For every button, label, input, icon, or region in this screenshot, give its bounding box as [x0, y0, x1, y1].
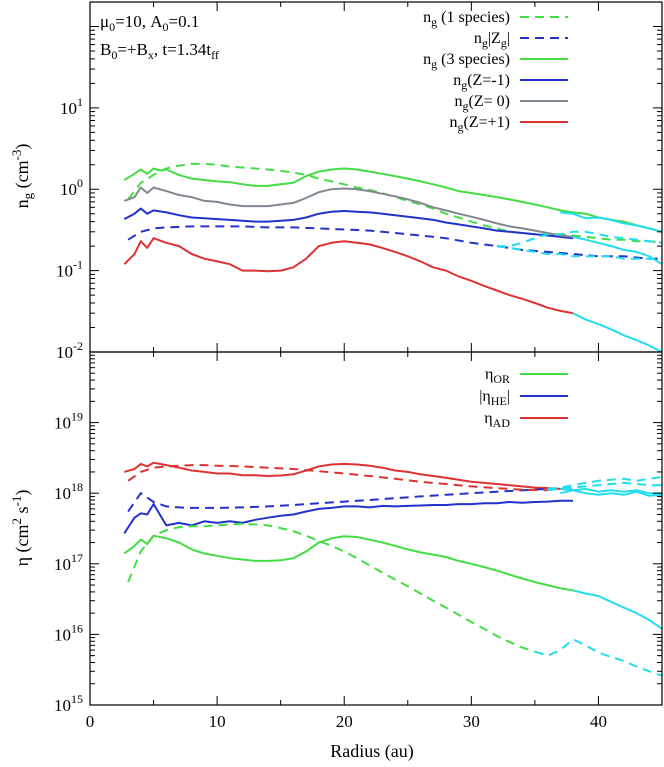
- series-line--or-1-species-extension: [534, 638, 662, 677]
- y-tick-label: 1017: [54, 551, 83, 574]
- legend: ng (1 species)ng|Zg|ng (3 species)ng(Z=-…: [423, 9, 568, 134]
- series-group: [123, 461, 662, 677]
- y-tick-label: 1018: [54, 480, 83, 503]
- series-line--he-extension: [560, 489, 662, 497]
- series-line--or-extension: [572, 589, 662, 630]
- series-line-ng-zg-extension: [496, 245, 662, 260]
- series-group: [123, 162, 662, 352]
- series-line--ad-1-species-: [127, 464, 548, 492]
- series-line-ng-z-1-: [123, 207, 574, 240]
- legend-label: ηOR: [485, 366, 510, 386]
- annotation-top-left: μ0=10, A0=0.1 B0=+Bx, t=1.34tff: [100, 12, 219, 62]
- series-line-ng-z-1-extension: [572, 312, 662, 352]
- annotation-line-1: μ0=10, A0=0.1: [100, 12, 199, 34]
- plot-frame: [89, 351, 663, 706]
- series-line-ng-1-species-extension: [496, 230, 662, 248]
- legend: ηOR|ηHE|ηAD: [479, 366, 568, 430]
- x-ticks: [89, 2, 663, 352]
- legend-label: ng (1 species): [423, 9, 510, 29]
- x-tick-label: 10: [209, 712, 226, 731]
- x-axis-label: Radius (au): [330, 741, 413, 762]
- legend-label: ng|Zg|: [474, 30, 510, 50]
- y-ticks: 1015 1016 1017 1018 1019: [54, 351, 662, 715]
- svg-text:ng (cm-3): ng (cm-3): [9, 144, 35, 209]
- bottom-panel: 1015 1016 1017 1018 1019 0 10 20 30 40 ηOR|ηHE|ηAD: [54, 351, 663, 731]
- series-line--he-1-species-extension: [547, 475, 662, 490]
- series-line-ng-z-1-: [123, 237, 574, 315]
- annotation-line-2: B0=+Bx, t=1.34tff: [100, 40, 219, 62]
- series-line--ad: [124, 461, 574, 491]
- x-tick-label: 0: [86, 712, 95, 731]
- legend-label: ng(Z=+1): [450, 114, 510, 134]
- y-tick-label: 100: [60, 176, 83, 199]
- y-tick-label: 1019: [54, 410, 83, 433]
- legend-label: ηAD: [484, 410, 510, 430]
- series-line--ad-extension: [560, 487, 662, 495]
- legend-label: ng(Z=-1): [453, 72, 510, 92]
- legend-label: ng(Z= 0): [455, 93, 510, 113]
- series-line--or-1-species-: [127, 522, 536, 653]
- y-tick-label: 1015: [54, 692, 83, 715]
- x-tick-label: 20: [336, 712, 353, 731]
- y-tick-label: 10-2: [56, 339, 83, 362]
- y-tick-label: 1016: [54, 621, 83, 644]
- series-line-ng-zg-: [127, 225, 662, 260]
- legend-label: ng (3 species): [423, 51, 510, 71]
- svg-text:η (cm2 s-1): η (cm2 s-1): [9, 490, 33, 567]
- legend-label: |ηHE|: [479, 388, 510, 408]
- series-line--or: [123, 534, 574, 592]
- series-line--he-: [123, 499, 573, 534]
- series-line-ng-1-species-: [127, 162, 662, 244]
- top-panel: 10-2 10-1 100 101 ng (1 species)ng|Zg|ng (3 …: [56, 1, 663, 362]
- x-ticks: 0 10 20 30 40: [86, 352, 663, 731]
- y-axis-label-bottom: η (cm2 s-1): [9, 490, 33, 567]
- x-tick-label: 40: [590, 712, 607, 731]
- x-tick-label: 30: [463, 712, 480, 731]
- y-tick-label: 101: [60, 95, 83, 118]
- series-line--he-1-species-: [127, 487, 548, 513]
- series-line-ng-3-species-: [123, 167, 662, 233]
- y-tick-label: 10-1: [56, 258, 83, 281]
- y-axis-label-top: ng (cm-3): [9, 144, 35, 209]
- series-line-ng-z-0-: [123, 186, 574, 238]
- series-line-ng-z-0-extension: [572, 235, 662, 266]
- series-line--ad-1-species-extension: [547, 481, 662, 492]
- series-line-ng-3-species-extension: [560, 211, 662, 233]
